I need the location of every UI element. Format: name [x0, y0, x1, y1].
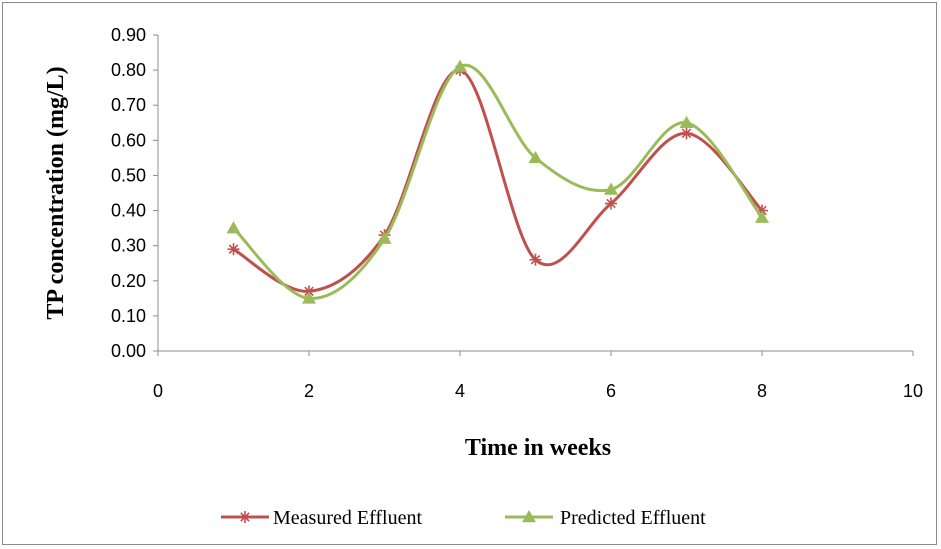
data-point	[604, 182, 618, 195]
legend-label: Predicted Effluent	[560, 507, 706, 529]
legend: Measured Effluent Predicted Effluent	[221, 507, 706, 529]
series-line	[232, 68, 764, 293]
data-point	[529, 253, 542, 266]
legend-item: Predicted Effluent	[505, 507, 706, 529]
y-tick-label: 0.40	[111, 201, 146, 221]
x-axis-title: Time in weeks	[465, 435, 611, 461]
line-chart: 0.00 0.10 0.20 0.30 0.40 0.50 0.60 0.70 0.80 0.90…	[43, 25, 923, 529]
data-point	[679, 115, 694, 129]
x-tick-labels: 0 2 4 6 8 10	[153, 351, 923, 401]
y-tick-label: 0.30	[111, 236, 146, 256]
data-point	[755, 210, 769, 223]
triangle-marker-icon	[522, 510, 536, 523]
legend-label: Measured Effluent	[273, 507, 422, 529]
legend-item: Measured Effluent	[221, 507, 422, 529]
data-point	[377, 231, 392, 244]
data-point	[605, 197, 617, 210]
data-point	[528, 150, 543, 164]
y-tick-label: 0.90	[111, 25, 146, 45]
y-tick-labels: 0.00 0.10 0.20 0.30 0.40 0.50 0.60 0.70 0.80 0.90	[111, 25, 158, 361]
x-tick-label: 8	[757, 381, 767, 401]
data-point	[680, 127, 693, 140]
y-tick-label: 0.00	[111, 341, 146, 361]
series-measured-effluent	[227, 64, 768, 298]
x-tick-label: 6	[606, 381, 616, 401]
x-tick-label: 4	[455, 381, 465, 401]
y-tick-label: 0.20	[111, 271, 146, 291]
axes	[157, 35, 913, 352]
asterisk-marker-icon	[239, 511, 251, 523]
y-tick-label: 0.50	[111, 165, 146, 185]
data-point	[227, 243, 240, 256]
x-tick-label: 0	[153, 381, 163, 401]
y-tick-label: 0.80	[111, 60, 146, 80]
series-predicted-effluent	[226, 59, 769, 304]
series-line	[232, 63, 764, 300]
data-point	[453, 59, 467, 72]
x-tick-label: 2	[304, 381, 314, 401]
y-tick-label: 0.70	[111, 95, 146, 115]
data-point	[226, 221, 241, 234]
data-point	[302, 291, 316, 304]
x-tick-label: 10	[903, 381, 923, 401]
series-layer	[226, 59, 769, 304]
y-tick-label: 0.60	[111, 130, 146, 150]
y-axis-title: TP concentration (mg/L)	[43, 66, 69, 319]
y-tick-label: 0.10	[111, 306, 146, 326]
